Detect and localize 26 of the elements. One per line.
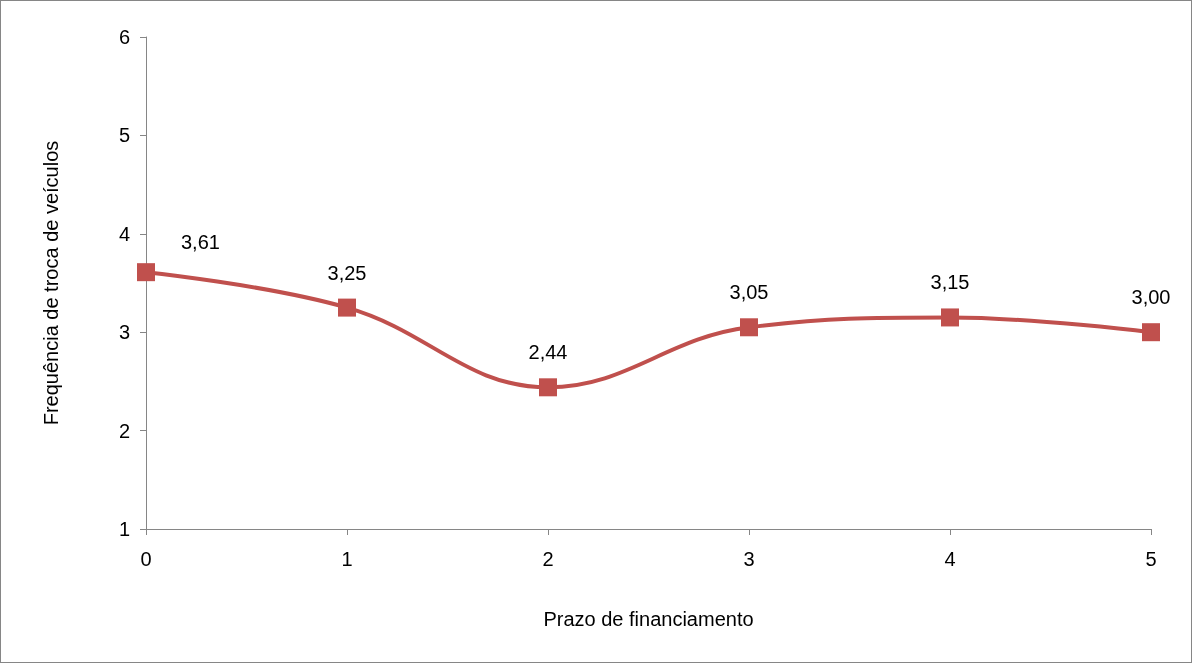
point — [539, 378, 557, 397]
data-label: 3,61 — [181, 231, 220, 254]
x-tick-label: 4 — [944, 548, 956, 570]
y-axis-title: Frequência de troca de veículos — [40, 140, 62, 426]
y-tick-label: 4 — [118, 222, 130, 245]
point — [740, 318, 758, 337]
x-tick-label: 5 — [1145, 548, 1157, 570]
point — [137, 263, 155, 282]
y-tick-label: 5 — [118, 124, 130, 147]
data-label: 3,00 — [1131, 286, 1171, 309]
data-label: 2,44 — [528, 341, 568, 364]
data-label: 3,15 — [930, 271, 970, 294]
x-tick-label: 3 — [743, 548, 755, 570]
x-tick-label: 1 — [341, 548, 353, 570]
point — [941, 308, 959, 327]
y-tick-label: 2 — [118, 419, 130, 442]
x-tick-label: 2 — [542, 548, 554, 570]
y-tick-label: 3 — [118, 321, 130, 344]
data-label: 3,25 — [327, 261, 367, 284]
y-tick-label: 1 — [118, 518, 130, 540]
x-axis-title: Prazo de financiamento — [543, 608, 754, 630]
point — [338, 298, 356, 317]
data-label: 3,05 — [729, 281, 769, 304]
x-tick-label: 0 — [140, 548, 152, 570]
y-tick-label: 6 — [118, 26, 130, 48]
point — [1142, 323, 1160, 342]
